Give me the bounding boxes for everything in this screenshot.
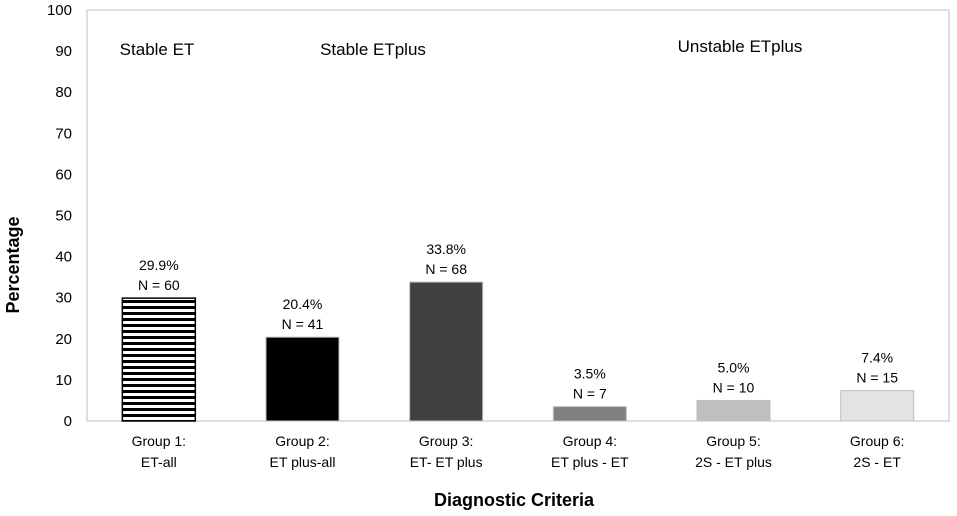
x-tick-label: ET plus - ET [551, 454, 629, 470]
y-axis-title: Percentage [3, 216, 23, 313]
x-tick-label: Group 3: [419, 433, 473, 449]
data-label-n: N = 10 [713, 379, 755, 395]
data-label-percent: 7.4% [861, 350, 893, 366]
y-tick-label: 90 [55, 43, 72, 60]
data-label-percent: 3.5% [574, 366, 606, 382]
y-tick-label: 0 [64, 413, 72, 430]
data-label-percent: 20.4% [283, 296, 323, 312]
bar-group-4 [552, 406, 627, 422]
data-label-n: N = 68 [425, 261, 467, 277]
y-tick-label: 80 [55, 84, 72, 101]
y-tick-label: 40 [55, 249, 72, 266]
data-label-n: N = 7 [573, 386, 607, 402]
bar-group-1 [121, 297, 197, 422]
y-tick-label: 50 [55, 208, 72, 225]
x-tick-label: Group 1: [132, 433, 186, 449]
x-tick-label: ET plus-all [270, 454, 336, 470]
y-tick-label: 100 [47, 2, 72, 19]
bars [121, 281, 915, 422]
data-labels: 29.9% N = 60 20.4% N = 41 33.8% N = 68 3.5% N =… [138, 241, 898, 402]
y-tick-label: 30 [55, 290, 72, 307]
x-tick-label: Group 6: [850, 433, 904, 449]
bar-group-3 [409, 281, 484, 422]
x-tick-label: ET- ET plus [410, 454, 483, 470]
plot-area [86, 9, 950, 422]
x-tick-label: Group 5: [706, 433, 760, 449]
x-tick-label: ET-all [141, 454, 177, 470]
x-tick-label: 2S - ET plus [695, 454, 772, 470]
data-label-percent: 5.0% [718, 359, 750, 375]
x-axis-categories: Group 1: ET-all Group 2: ET plus-all Group 3… [132, 433, 905, 470]
annotation-stable-et: Stable ET [120, 40, 195, 59]
data-label-percent: 33.8% [426, 241, 466, 257]
y-tick-label: 10 [55, 372, 72, 389]
y-tick-label: 60 [55, 166, 72, 183]
y-tick-label: 70 [55, 125, 72, 142]
bar-group-2 [265, 336, 340, 422]
data-label-percent: 29.9% [139, 257, 179, 273]
data-label-n: N = 60 [138, 277, 180, 293]
data-label-n: N = 15 [856, 370, 898, 386]
x-tick-label: Group 4: [563, 433, 617, 449]
x-axis-title: Diagnostic Criteria [434, 490, 595, 510]
x-tick-label: Group 2: [275, 433, 329, 449]
annotation-stable-etplus: Stable ETplus [320, 40, 426, 59]
annotation-unstable-etplus: Unstable ETplus [678, 37, 803, 56]
bar-group-5 [696, 399, 771, 422]
x-tick-label: 2S - ET [853, 454, 901, 470]
y-axis-ticks: 0 10 20 30 40 50 60 70 80 90 100 [47, 2, 72, 430]
y-tick-label: 20 [55, 331, 72, 348]
data-label-n: N = 41 [282, 316, 324, 332]
bar-group-6 [840, 390, 915, 422]
